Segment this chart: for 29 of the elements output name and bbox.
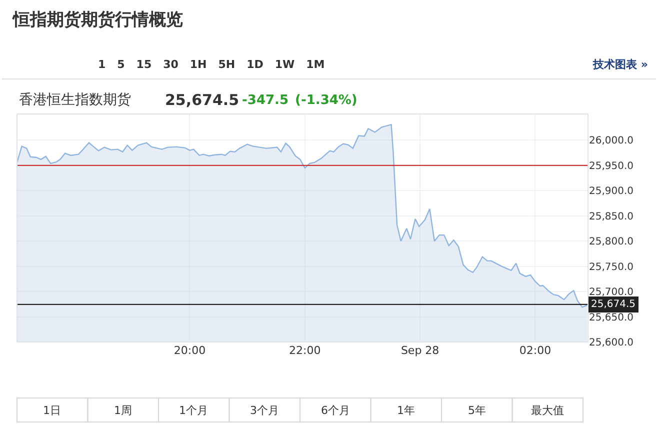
text: 1周 — [114, 404, 132, 417]
y-tick-label: 25,800.0 — [589, 236, 634, 248]
text: 5年 — [468, 404, 486, 417]
y-tick-label: 25,750.0 — [589, 262, 634, 273]
text: 6个月 — [321, 404, 350, 417]
text: 3个月 — [250, 404, 279, 417]
text: -347.5 — [242, 93, 289, 108]
x-tick-label: 02:00 — [519, 344, 552, 357]
x-tick-label: 22:00 — [289, 344, 321, 357]
y-tick-label: 25,700.0 — [589, 287, 634, 298]
text: 1 5 15 30 1H 5H 1D 1W 1M — [98, 58, 325, 71]
text: 技术图表 » — [592, 58, 648, 71]
text: 25,674.5 — [165, 91, 240, 109]
y-tick-label: 25,850.0 — [589, 211, 634, 222]
chart-subtitle: 香港恒生指数期货 — [19, 92, 131, 108]
text: 1年 — [397, 404, 415, 417]
y-tick-label: 25,950.0 — [589, 160, 634, 172]
text: 1日 — [43, 404, 61, 417]
text: 最大值 — [531, 404, 564, 417]
chart-title: 恒指期货期货行情概览 — [12, 10, 183, 30]
x-tick-label: Sep 28 — [400, 344, 440, 357]
x-tick-label: 20:00 — [174, 344, 206, 357]
ref-line-label: 25,674.5 — [591, 299, 636, 310]
y-tick-label: 25,900.0 — [589, 186, 634, 198]
text: (-1.34%) — [295, 93, 358, 108]
text: 1个月 — [179, 404, 208, 417]
y-tick-label: 25,600.0 — [589, 338, 634, 348]
y-tick-label: 26,000.0 — [589, 136, 634, 147]
y-tick-label: 25,650.0 — [589, 312, 634, 324]
